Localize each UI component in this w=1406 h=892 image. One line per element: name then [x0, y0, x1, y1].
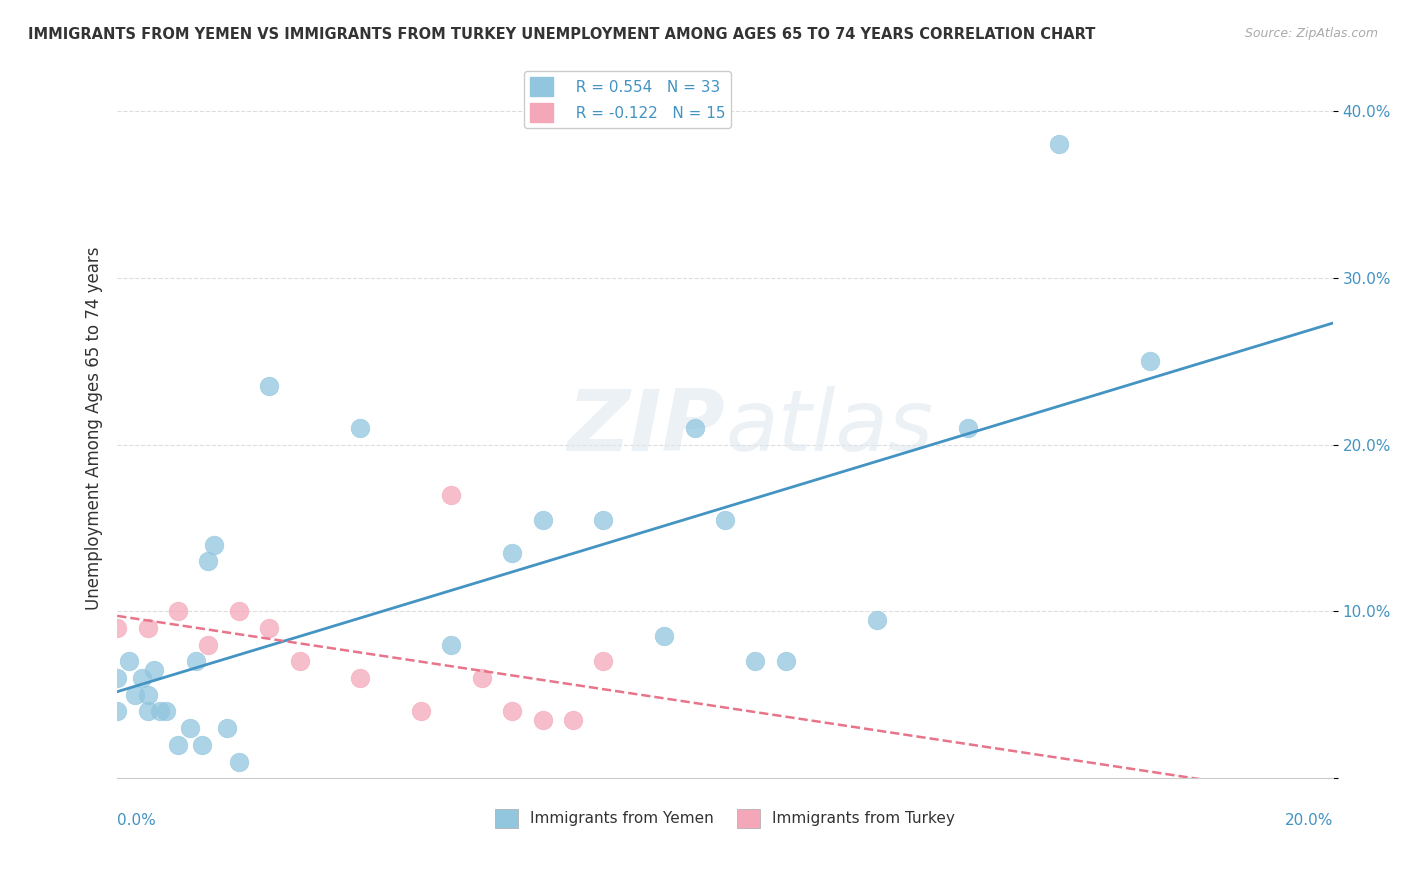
Point: [167, 738, 190, 752]
Point: [204, 538, 226, 552]
Point: [471, 671, 494, 685]
Point: [136, 621, 159, 635]
Point: [155, 705, 177, 719]
Point: [592, 513, 614, 527]
Point: [118, 655, 141, 669]
Point: [531, 513, 554, 527]
Point: [592, 655, 614, 669]
Point: [714, 513, 737, 527]
Point: [197, 638, 219, 652]
Point: [124, 688, 146, 702]
Point: [105, 705, 128, 719]
Point: [228, 755, 250, 769]
Point: [531, 713, 554, 727]
Point: [775, 655, 797, 669]
Point: [149, 705, 172, 719]
Point: [197, 554, 219, 568]
Point: [105, 621, 128, 635]
Point: [179, 721, 201, 735]
Point: [105, 671, 128, 685]
Point: [288, 655, 311, 669]
Point: [167, 604, 190, 618]
Point: [1139, 354, 1161, 368]
Point: [1047, 137, 1070, 152]
Point: [562, 713, 585, 727]
Point: [257, 621, 280, 635]
Point: [228, 604, 250, 618]
Point: [409, 705, 432, 719]
Legend: Immigrants from Yemen, Immigrants from Turkey: Immigrants from Yemen, Immigrants from T…: [489, 803, 962, 834]
Point: [957, 421, 980, 435]
Y-axis label: Unemployment Among Ages 65 to 74 years: Unemployment Among Ages 65 to 74 years: [86, 246, 103, 609]
Point: [349, 671, 371, 685]
Point: [136, 705, 159, 719]
Point: [136, 688, 159, 702]
Text: 0.0%: 0.0%: [117, 814, 156, 829]
Text: 20.0%: 20.0%: [1285, 814, 1333, 829]
Text: ZIP: ZIP: [568, 386, 725, 469]
Point: [142, 663, 165, 677]
Point: [683, 421, 706, 435]
Point: [349, 421, 371, 435]
Point: [501, 705, 523, 719]
Point: [131, 671, 153, 685]
Point: [257, 379, 280, 393]
Point: [652, 629, 675, 643]
Point: [744, 655, 766, 669]
Point: [501, 546, 523, 560]
Text: IMMIGRANTS FROM YEMEN VS IMMIGRANTS FROM TURKEY UNEMPLOYMENT AMONG AGES 65 TO 74: IMMIGRANTS FROM YEMEN VS IMMIGRANTS FROM…: [28, 27, 1095, 42]
Point: [191, 738, 214, 752]
Text: Source: ZipAtlas.com: Source: ZipAtlas.com: [1244, 27, 1378, 40]
Text: atlas: atlas: [725, 386, 934, 469]
Point: [215, 721, 238, 735]
Point: [866, 613, 889, 627]
Point: [440, 638, 463, 652]
Point: [186, 655, 208, 669]
Point: [440, 487, 463, 501]
